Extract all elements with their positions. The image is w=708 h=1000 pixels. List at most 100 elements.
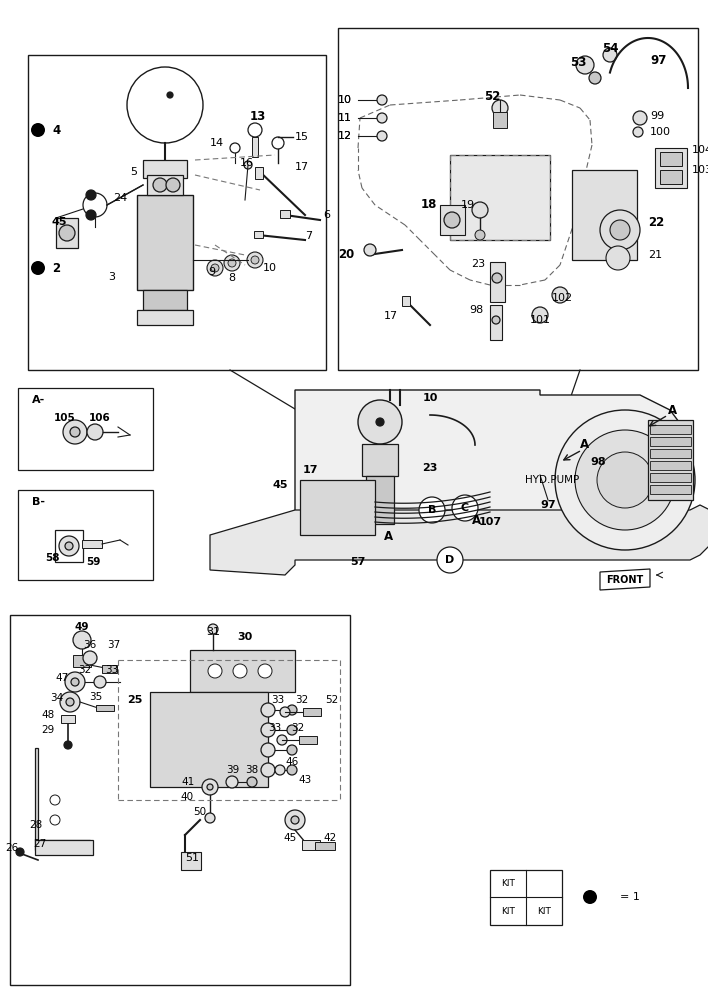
- Text: 13: 13: [250, 110, 266, 123]
- Text: 32: 32: [295, 695, 309, 705]
- Text: 107: 107: [479, 517, 501, 527]
- Bar: [366, 476, 394, 524]
- Bar: [440, 205, 465, 235]
- Text: 3: 3: [108, 272, 115, 282]
- Text: 38: 38: [246, 765, 258, 775]
- Circle shape: [610, 220, 630, 240]
- Circle shape: [233, 664, 247, 678]
- Bar: [190, 650, 295, 692]
- Circle shape: [492, 273, 502, 283]
- Bar: [61, 715, 75, 723]
- Text: 48: 48: [42, 710, 55, 720]
- Text: 7: 7: [305, 231, 312, 241]
- Text: 16: 16: [240, 158, 254, 168]
- Circle shape: [261, 723, 275, 737]
- Text: 4: 4: [52, 123, 60, 136]
- Circle shape: [86, 190, 96, 200]
- Text: 12: 12: [338, 131, 352, 141]
- Text: A-: A-: [32, 395, 45, 405]
- Bar: [650, 485, 691, 494]
- Circle shape: [275, 765, 285, 775]
- Text: 33: 33: [105, 665, 119, 675]
- Circle shape: [50, 795, 60, 805]
- Text: 106: 106: [89, 413, 111, 423]
- Bar: [650, 425, 691, 434]
- Circle shape: [59, 536, 79, 556]
- Text: 43: 43: [298, 775, 312, 785]
- Text: KIT: KIT: [501, 879, 515, 888]
- Bar: [55, 530, 83, 562]
- Text: 103: 103: [692, 165, 708, 175]
- Circle shape: [207, 784, 213, 790]
- Text: 33: 33: [268, 723, 282, 733]
- Text: 42: 42: [324, 833, 336, 843]
- Text: 104: 104: [692, 145, 708, 155]
- Bar: [18, 388, 153, 470]
- Circle shape: [583, 890, 597, 904]
- Circle shape: [492, 100, 508, 116]
- Text: 31: 31: [206, 627, 220, 637]
- Circle shape: [444, 212, 460, 228]
- Text: 10: 10: [263, 263, 277, 273]
- Text: 18: 18: [421, 198, 437, 212]
- Circle shape: [86, 210, 96, 220]
- Circle shape: [633, 111, 647, 125]
- Text: B: B: [428, 505, 436, 515]
- Text: 37: 37: [108, 640, 120, 650]
- Bar: [650, 437, 691, 446]
- Text: 101: 101: [530, 315, 551, 325]
- Bar: [338, 28, 698, 370]
- Circle shape: [287, 725, 297, 735]
- Text: KIT: KIT: [501, 906, 515, 916]
- Circle shape: [167, 92, 173, 98]
- Polygon shape: [600, 569, 650, 590]
- Bar: [254, 231, 263, 238]
- Circle shape: [205, 813, 215, 823]
- Bar: [252, 137, 258, 157]
- Text: 11: 11: [338, 113, 352, 123]
- Bar: [660, 152, 682, 166]
- Bar: [96, 705, 114, 711]
- Text: 35: 35: [89, 692, 103, 702]
- Circle shape: [475, 230, 485, 240]
- Bar: [143, 160, 187, 178]
- Circle shape: [224, 255, 240, 271]
- Text: 10: 10: [338, 95, 352, 105]
- Bar: [28, 55, 326, 370]
- Text: 27: 27: [33, 839, 46, 849]
- Bar: [35, 840, 93, 855]
- Circle shape: [287, 705, 297, 715]
- Circle shape: [377, 113, 387, 123]
- Text: 5: 5: [130, 167, 137, 177]
- Text: = 1: = 1: [620, 892, 640, 902]
- Text: 45: 45: [283, 833, 297, 843]
- Circle shape: [63, 420, 87, 444]
- Polygon shape: [35, 748, 90, 850]
- Text: 29: 29: [42, 725, 55, 735]
- Text: 12: 12: [338, 131, 352, 141]
- Text: 51: 51: [185, 853, 199, 863]
- Text: 9: 9: [208, 267, 215, 277]
- Bar: [493, 112, 507, 128]
- Text: 41: 41: [182, 777, 195, 787]
- Text: 8: 8: [229, 273, 236, 283]
- Text: 57: 57: [350, 557, 366, 567]
- Circle shape: [377, 95, 387, 105]
- Text: D: D: [445, 555, 455, 565]
- Text: 40: 40: [181, 792, 194, 802]
- Circle shape: [50, 815, 60, 825]
- Text: 11: 11: [338, 113, 352, 123]
- Text: 23: 23: [422, 463, 438, 473]
- Circle shape: [419, 497, 445, 523]
- Text: 49: 49: [75, 622, 89, 632]
- Circle shape: [64, 741, 72, 749]
- Text: 97: 97: [540, 500, 556, 510]
- Circle shape: [280, 707, 290, 717]
- Circle shape: [65, 542, 73, 550]
- Circle shape: [287, 765, 297, 775]
- Text: 52: 52: [325, 695, 338, 705]
- Text: 98: 98: [469, 305, 483, 315]
- Text: 15: 15: [295, 132, 309, 142]
- Circle shape: [291, 816, 299, 824]
- Bar: [655, 148, 687, 188]
